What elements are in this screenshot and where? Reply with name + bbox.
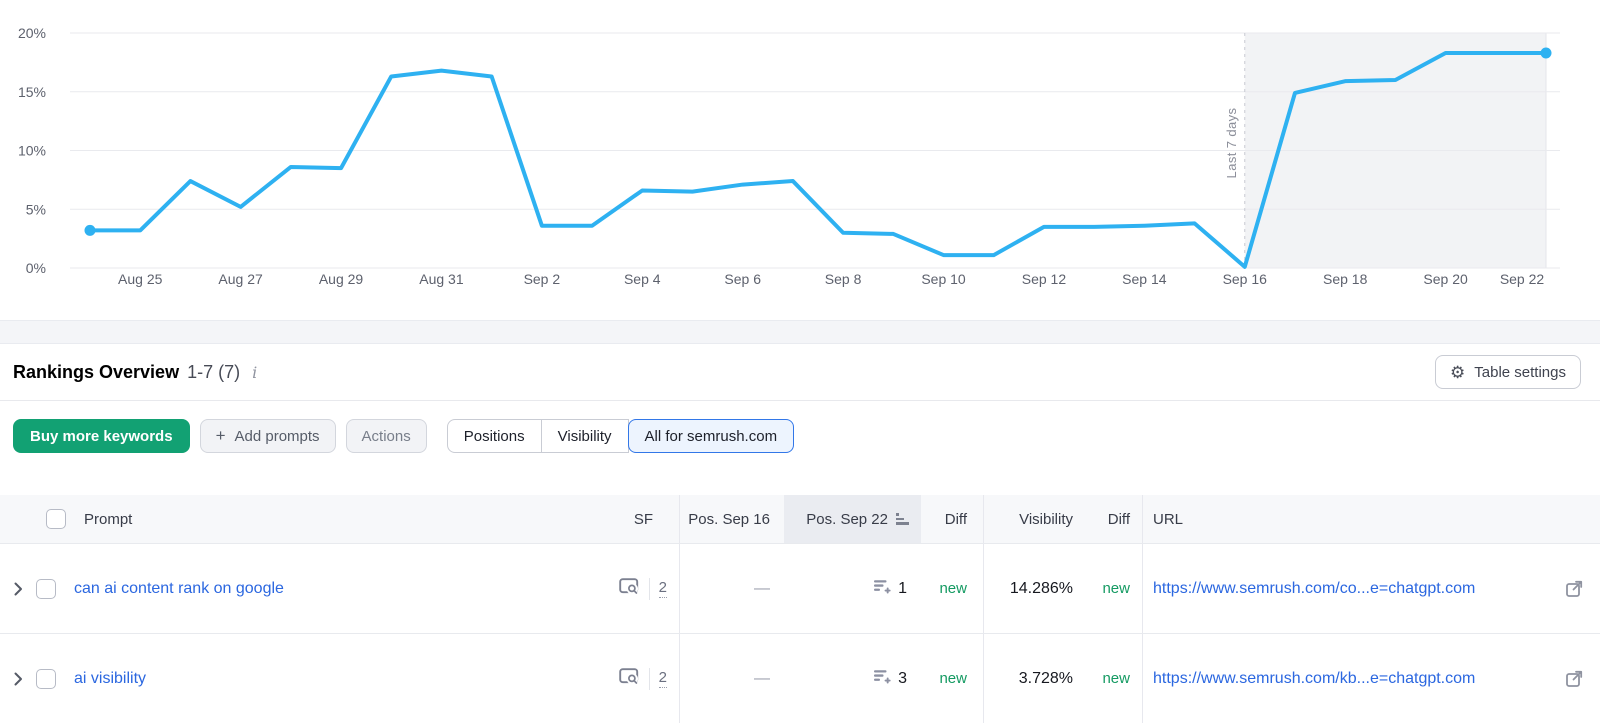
- rankings-table: Prompt SF Pos. Sep 16 Pos. Sep 22 Diff V…: [0, 495, 1600, 723]
- view-segmented-control: Positions Visibility All for semrush.com: [446, 419, 795, 453]
- table-settings-button[interactable]: ⚙ Table settings: [1435, 355, 1581, 389]
- info-icon[interactable]: i: [252, 362, 258, 382]
- svg-text:Sep 16: Sep 16: [1223, 271, 1268, 287]
- segment-positions[interactable]: Positions: [446, 419, 542, 453]
- add-prompts-label: Add prompts: [234, 427, 320, 445]
- svg-text:Aug 25: Aug 25: [118, 271, 163, 287]
- svg-text:Sep 20: Sep 20: [1423, 271, 1468, 287]
- prompt-link[interactable]: ai visibility: [74, 669, 147, 687]
- svg-text:Sep 4: Sep 4: [624, 271, 661, 287]
- diff-badge: new: [939, 580, 967, 597]
- svg-text:Aug 27: Aug 27: [218, 271, 263, 287]
- svg-text:Aug 29: Aug 29: [319, 271, 364, 287]
- table-row: can ai content rank on google 2 — 1 new …: [0, 543, 1600, 633]
- rankings-overview-header: Rankings Overview 1-7 (7) i ⚙ Table sett…: [0, 344, 1600, 401]
- header-visibility[interactable]: Visibility: [1019, 510, 1073, 528]
- result-url-link[interactable]: https://www.semrush.com/co...e=chatgpt.c…: [1153, 579, 1476, 597]
- plus-icon: +: [215, 426, 226, 445]
- external-link-icon[interactable]: [1555, 579, 1584, 598]
- header-pos-prev[interactable]: Pos. Sep 16: [688, 510, 770, 528]
- serp-features-count[interactable]: 2: [658, 579, 667, 598]
- serp-features-icon: [618, 577, 640, 600]
- svg-text:Sep 8: Sep 8: [825, 271, 862, 287]
- svg-text:Sep 18: Sep 18: [1323, 271, 1368, 287]
- pos-prev-value: —: [754, 669, 770, 687]
- svg-text:Aug 31: Aug 31: [419, 271, 464, 287]
- pos-prev-value: —: [754, 579, 770, 597]
- svg-text:5%: 5%: [26, 201, 46, 217]
- table-header-row: Prompt SF Pos. Sep 16 Pos. Sep 22 Diff V…: [0, 495, 1600, 543]
- pos-current-value: 3: [898, 669, 907, 687]
- svg-text:Last 7 days: Last 7 days: [1224, 107, 1239, 178]
- segment-visibility[interactable]: Visibility: [540, 419, 629, 453]
- prompt-link[interactable]: can ai content rank on google: [74, 579, 284, 597]
- svg-text:Sep 14: Sep 14: [1122, 271, 1167, 287]
- add-prompts-button[interactable]: + Add prompts: [199, 419, 336, 453]
- svg-text:Sep 2: Sep 2: [524, 271, 561, 287]
- entered-ranking-icon: [874, 579, 891, 599]
- header-url: URL: [1153, 510, 1184, 528]
- actions-button[interactable]: Actions: [345, 419, 427, 453]
- table-row: ai visibility 2 — 3 new 3.728% new https…: [0, 633, 1600, 723]
- header-visibility-diff[interactable]: Diff: [1090, 495, 1143, 543]
- expand-row-chevron-icon[interactable]: [14, 582, 36, 596]
- header-diff[interactable]: Diff: [921, 495, 984, 543]
- svg-text:15%: 15%: [18, 84, 46, 100]
- serp-features-icon: [618, 667, 640, 690]
- row-checkbox[interactable]: [36, 668, 56, 689]
- svg-text:Sep 12: Sep 12: [1022, 271, 1067, 287]
- sort-icon: [896, 513, 909, 525]
- external-link-icon[interactable]: [1555, 669, 1584, 688]
- serp-features-count[interactable]: 2: [658, 669, 667, 688]
- visibility-value: 14.286%: [1009, 579, 1073, 597]
- svg-text:20%: 20%: [18, 25, 46, 41]
- visibility-diff-badge: new: [1102, 580, 1130, 597]
- svg-text:10%: 10%: [18, 143, 46, 159]
- diff-badge: new: [939, 670, 967, 687]
- expand-row-chevron-icon[interactable]: [14, 672, 36, 686]
- svg-text:Sep 22: Sep 22: [1500, 271, 1545, 287]
- visibility-value: 3.728%: [1018, 669, 1073, 687]
- svg-text:0%: 0%: [26, 260, 46, 276]
- header-sf: SF: [633, 510, 653, 528]
- svg-text:Sep 10: Sep 10: [921, 271, 966, 287]
- entered-ranking-icon: [874, 669, 891, 689]
- section-separator: [0, 320, 1600, 344]
- header-pos-current[interactable]: Pos. Sep 22: [784, 495, 921, 543]
- buy-more-keywords-button[interactable]: Buy more keywords: [13, 419, 190, 453]
- row-checkbox[interactable]: [36, 578, 56, 599]
- segment-all-for-domain[interactable]: All for semrush.com: [627, 419, 795, 453]
- gear-icon: ⚙: [1450, 362, 1466, 382]
- results-count: 1-7 (7): [187, 361, 241, 382]
- visibility-trend-chart[interactable]: 0% 5% 10% 15% 20% Last 7 days Aug 25 Aug 27 Aug …: [0, 0, 1600, 320]
- page-title: Rankings Overview: [13, 361, 180, 382]
- pos-current-value: 1: [898, 579, 907, 597]
- table-settings-label: Table settings: [1474, 363, 1566, 381]
- svg-text:Sep 6: Sep 6: [724, 271, 761, 287]
- header-prompt[interactable]: Prompt: [84, 510, 133, 528]
- table-toolbar: Buy more keywords + Add prompts Actions …: [0, 401, 1600, 495]
- select-all-checkbox[interactable]: [46, 509, 66, 529]
- result-url-link[interactable]: https://www.semrush.com/kb...e=chatgpt.c…: [1153, 669, 1476, 687]
- visibility-diff-badge: new: [1102, 670, 1130, 687]
